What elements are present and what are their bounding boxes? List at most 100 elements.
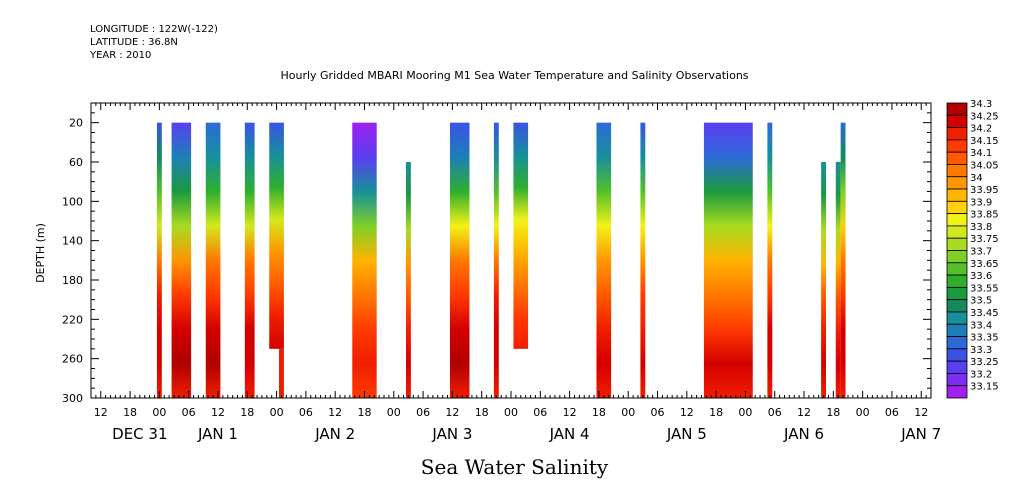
x-tick-label: 06 [533,406,547,419]
x-day-label: JAN 7 [900,425,941,443]
legend-label: 34.3 [970,99,992,110]
legend-swatch [946,360,968,374]
legend-swatch [946,311,968,325]
x-day-label: JAN 3 [431,425,472,443]
legend-swatch [946,250,968,264]
x-day-label: DEC 31 [112,425,167,443]
data-block [493,122,499,399]
x-tick-label: 00 [152,406,166,419]
x-tick-label: 06 [885,406,899,419]
x-day-label: JAN 5 [666,425,707,443]
legend-swatch [946,237,968,251]
data-block [269,122,284,349]
data-block [352,122,377,399]
data-block [835,162,841,398]
y-tick-label: 220 [62,313,83,326]
chart-title: Hourly Gridded MBARI Mooring M1 Sea Wate… [280,69,749,82]
legend-swatch [946,348,968,362]
x-tick-label: 00 [270,406,284,419]
x-tick-label: 12 [328,406,342,419]
legend-swatch [946,151,968,165]
legend-swatch [946,139,968,153]
legend-swatch [946,127,968,141]
bottom-title: Sea Water Salinity [420,455,609,479]
legend-swatch [946,336,968,350]
data-block [279,348,284,398]
legend-label: 33.65 [970,259,999,270]
x-tick-label: 00 [621,406,635,419]
x-tick-label: 18 [592,406,606,419]
legend-swatch [946,262,968,276]
data-block [156,122,162,399]
legend-swatch [946,323,968,337]
x-tick-label: 06 [416,406,430,419]
x-tick-label: 12 [445,406,459,419]
legend-swatch [946,385,968,399]
data-block [205,122,221,399]
x-axis: 12 18 00 06 12 18 00 06 12 18 00 06 12 18 00 06 12 18 00 06… [90,103,941,443]
legend-label: 33.75 [970,234,999,245]
y-tick-label: 300 [62,392,83,405]
legend-label: 33.6 [970,271,992,282]
legend-swatch [946,188,968,202]
legend-label: 33.9 [970,197,992,208]
data-blocks [156,122,846,399]
legend-label: 33.85 [970,210,999,221]
y-tick-label: 260 [62,353,83,366]
x-tick-label: 18 [709,406,723,419]
legend-swatch [946,225,968,239]
legend-label: 33.25 [970,357,999,368]
x-tick-label: 18 [475,406,489,419]
x-tick-label: 12 [94,406,108,419]
y-tick-label: 100 [62,195,83,208]
x-tick-label: 00 [738,406,752,419]
data-block [244,122,255,399]
legend-label: 33.95 [970,185,999,196]
legend-label: 33.55 [970,283,999,294]
legend-label: 33.45 [970,308,999,319]
data-block [821,162,826,398]
x-tick-label: 12 [680,406,694,419]
legend-swatch [946,299,968,313]
legend-label: 33.15 [970,382,999,393]
data-block [449,122,470,399]
x-tick-label: 18 [123,406,137,419]
legend-swatch [946,213,968,227]
x-tick-label: 12 [797,406,811,419]
legend-label: 33.5 [970,296,992,307]
x-tick-label: 18 [240,406,254,419]
x-day-label: JAN 6 [783,425,824,443]
y-axis: 20 60 100 140 180 220 260 300 [62,102,931,405]
x-tick-label: 12 [914,406,928,419]
legend-swatch [946,164,968,178]
y-axis-label: DEPTH (m) [34,223,47,283]
data-block [513,122,529,349]
data-block [596,122,612,399]
y-tick-label: 20 [69,117,83,130]
x-tick-label: 12 [211,406,225,419]
data-block [767,122,773,399]
data-block [840,122,846,399]
x-tick-label: 00 [856,406,870,419]
x-tick-label: 06 [768,406,782,419]
legend-label: 33.8 [970,222,992,233]
y-tick-label: 60 [69,156,83,169]
x-tick-label: 06 [182,406,196,419]
legend-label: 33.35 [970,333,999,344]
legend-label: 34.05 [970,160,999,171]
legend-swatch [946,114,968,128]
legend-swatch [946,373,968,387]
x-tick-label: 12 [563,406,577,419]
legend-label: 33.3 [970,345,992,356]
data-block [640,122,646,399]
x-tick-label: 06 [299,406,313,419]
legend-label: 34.2 [970,124,992,135]
x-tick-label: 06 [651,406,665,419]
y-tick-label: 180 [62,274,83,287]
data-block [406,162,411,398]
legend-label: 34.15 [970,136,999,147]
x-day-label: JAN 1 [197,425,238,443]
longitude-label: LONGITUDE : 122W(-122) [90,24,218,35]
